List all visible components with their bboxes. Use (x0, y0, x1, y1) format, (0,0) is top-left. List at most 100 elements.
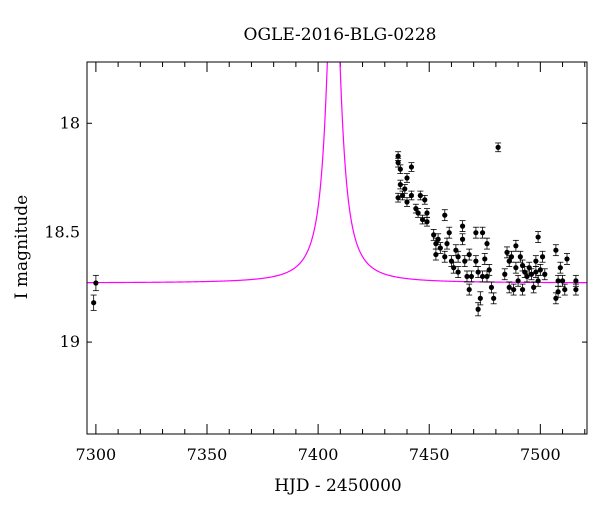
point-marker (395, 195, 401, 201)
data-point (512, 261, 519, 274)
data-point (495, 142, 502, 153)
point-marker (573, 286, 579, 293)
point-marker (473, 258, 479, 264)
data-point (419, 214, 426, 225)
data-point (408, 162, 415, 172)
y-tick-label: 19 (60, 332, 80, 351)
point-marker (462, 258, 468, 264)
data-point (475, 266, 482, 278)
data-point (421, 195, 428, 205)
data-point (490, 292, 497, 305)
data-point (501, 268, 508, 281)
data-point (564, 253, 570, 265)
data-point (441, 209, 448, 222)
point-marker (397, 166, 403, 172)
data-point (519, 283, 526, 296)
point-marker (466, 286, 472, 293)
data-point (539, 250, 546, 263)
data-point (466, 248, 473, 261)
point-marker (397, 181, 403, 188)
data-point (437, 242, 444, 254)
point-marker (417, 192, 423, 199)
data-point (510, 283, 517, 296)
y-axis-label: I magnitude (12, 195, 32, 299)
point-marker (442, 254, 448, 260)
point-marker (475, 269, 481, 275)
data-point (481, 253, 488, 265)
point-marker (542, 271, 548, 277)
data-point (90, 294, 97, 311)
point-marker (408, 164, 415, 170)
point-marker (511, 286, 517, 293)
point-marker (531, 284, 537, 290)
point-marker (484, 273, 490, 280)
point-marker (484, 241, 490, 247)
point-marker (535, 234, 541, 240)
data-point (435, 233, 442, 246)
point-marker (395, 160, 401, 166)
point-marker (553, 247, 559, 253)
y-tick-label: 18.5 (44, 223, 80, 242)
point-marker (535, 278, 541, 284)
point-marker (448, 258, 455, 264)
data-point (477, 291, 484, 306)
point-marker (537, 267, 543, 273)
point-marker (479, 273, 486, 280)
data-point (455, 250, 462, 263)
data-point (415, 208, 422, 218)
point-marker (502, 271, 508, 277)
point-marker (444, 241, 450, 247)
point-marker (513, 243, 519, 249)
point-marker (466, 251, 472, 258)
data-point (535, 231, 542, 243)
data-point (552, 244, 559, 257)
data-point (472, 255, 479, 268)
point-marker (424, 219, 430, 225)
point-marker (564, 256, 570, 262)
point-marker (482, 256, 488, 262)
x-tick-label: 7300 (76, 445, 117, 464)
point-marker (533, 269, 539, 275)
point-marker (524, 273, 530, 280)
data-point (459, 233, 466, 246)
point-marker (519, 286, 526, 293)
point-marker (555, 278, 561, 284)
point-marker (464, 273, 470, 280)
point-marker (395, 153, 401, 159)
point-marker (435, 236, 441, 242)
data-point (468, 270, 475, 283)
data-point (541, 268, 548, 281)
point-marker (459, 223, 466, 229)
data-point (408, 190, 415, 201)
data-point (441, 250, 448, 263)
data-point (397, 164, 404, 175)
data-point (432, 248, 439, 261)
plot-frame (86, 61, 588, 435)
point-marker (93, 280, 99, 286)
point-marker (515, 278, 521, 284)
point-marker (486, 267, 492, 273)
point-marker (404, 199, 410, 205)
data-point (444, 237, 450, 250)
x-tick-label: 7450 (409, 445, 450, 464)
point-marker (573, 278, 579, 284)
data-point (404, 173, 410, 183)
axis-ticks (87, 62, 587, 434)
point-marker (562, 286, 568, 293)
point-marker (468, 273, 475, 280)
point-marker (424, 210, 430, 216)
point-marker (477, 295, 483, 301)
data-point (557, 261, 564, 274)
point-marker (517, 254, 523, 260)
point-marker (526, 265, 532, 271)
data-point (92, 274, 99, 292)
point-marker (488, 284, 495, 290)
data-point (459, 220, 466, 232)
point-marker (479, 230, 486, 236)
point-marker (553, 295, 559, 301)
y-tick-label: 18 (60, 113, 80, 132)
data-point (466, 283, 473, 296)
point-marker (519, 262, 526, 269)
point-marker (451, 265, 457, 271)
data-point (488, 281, 495, 294)
